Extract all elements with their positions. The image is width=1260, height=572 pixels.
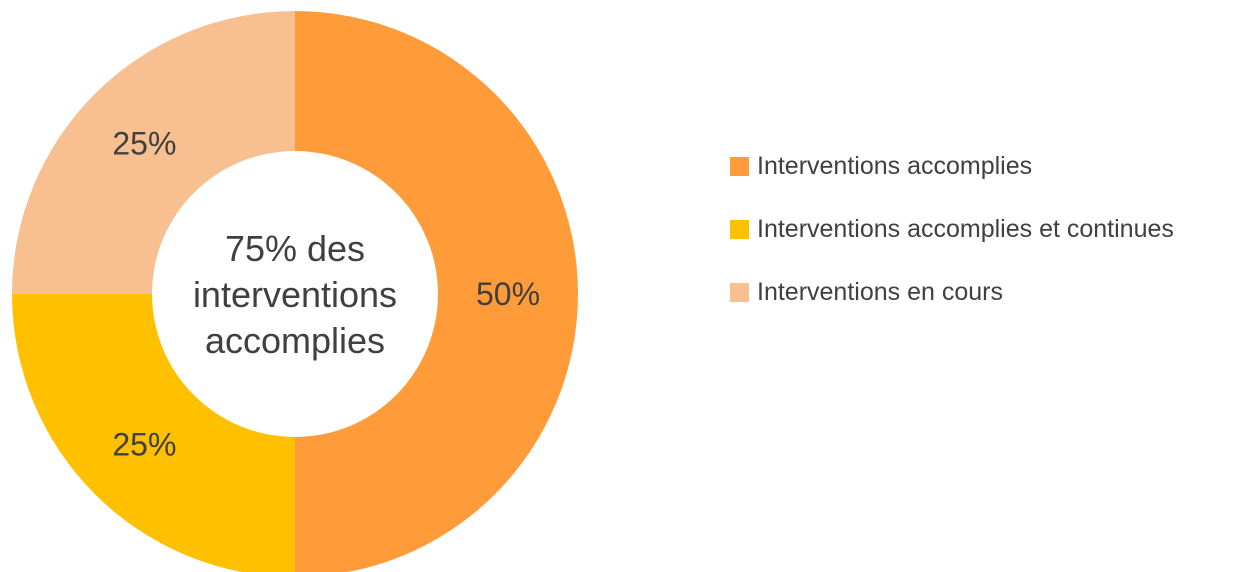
center-label-line-2: interventions <box>192 274 398 315</box>
donut-center-label: 75% des interventions accomplies <box>175 226 415 364</box>
chart-legend: Interventions accomplies Interventions a… <box>730 144 1174 333</box>
donut-chart: 50% 25% 25% <box>12 11 578 572</box>
donut-slice-en-cours <box>12 11 295 294</box>
center-label-line-3: accomplies <box>204 320 386 361</box>
donut-slice-accomplies-continues <box>12 294 295 572</box>
legend-item-accomplies-continues: Interventions accomplies et continues <box>730 207 1174 251</box>
legend-swatch <box>730 219 749 239</box>
slice-labels: 50% 25% 25% <box>112 125 540 462</box>
data-label-accomplies: 50% <box>476 276 540 312</box>
legend-item-accomplies: Interventions accomplies <box>730 144 1174 188</box>
legend-item-en-cours: Interventions en cours <box>730 270 1174 314</box>
legend-label: Interventions en cours <box>757 277 1003 306</box>
center-label-line-1: 75% des <box>224 228 366 269</box>
legend-label: Interventions accomplies <box>757 151 1033 180</box>
legend-label: Interventions accomplies et continues <box>757 214 1174 243</box>
donut-slices <box>12 11 578 572</box>
legend-swatch <box>730 282 749 302</box>
donut-slice-accomplies <box>295 11 578 572</box>
data-label-en-cours: 25% <box>112 125 176 161</box>
data-label-accomplies-continues: 25% <box>112 427 176 463</box>
legend-swatch <box>730 156 749 176</box>
